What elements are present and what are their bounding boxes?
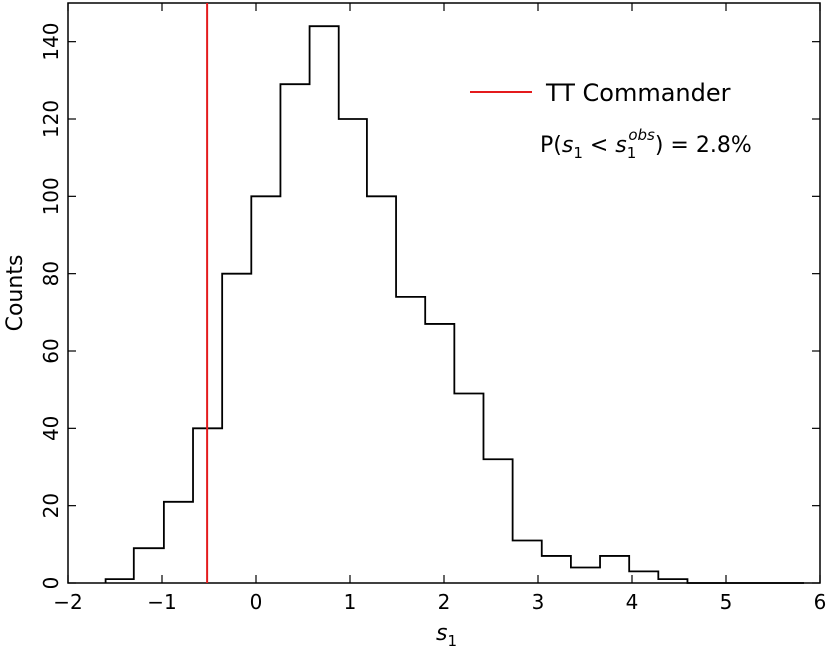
legend-label: TT Commander [545, 79, 731, 107]
x-axis-title: s1 [436, 621, 457, 650]
x-tick-label: 3 [532, 590, 545, 614]
x-tick-label: 1 [344, 590, 357, 614]
x-tick-label: 0 [250, 590, 263, 614]
axis-ticks [67, 3, 821, 584]
annot-suffix: ) = 2.8% [655, 133, 752, 158]
x-tick-label: 2 [438, 590, 451, 614]
x-axis-title-sub: 1 [447, 632, 457, 650]
annot-lt: < [583, 133, 615, 158]
histogram-step-line [104, 25, 805, 584]
annot-s-var: s [562, 133, 573, 158]
x-axis-title-var: s [436, 621, 447, 646]
x-tick-label: −2 [53, 590, 82, 614]
y-tick-label: 140 [39, 23, 63, 61]
probability-annotation: P(s1 < s1obs) = 2.8% [540, 126, 752, 162]
legend: TT Commander [470, 79, 731, 107]
annot-sup: obs [628, 126, 655, 144]
y-tick-label: 0 [39, 577, 63, 590]
x-tick-label: 5 [720, 590, 733, 614]
y-tick-label: 100 [39, 177, 63, 215]
x-tick-label: −1 [147, 590, 176, 614]
x-tick-label: 4 [626, 590, 639, 614]
y-tick-label: 60 [39, 338, 63, 363]
y-tick-label: 80 [39, 261, 63, 286]
y-tick-label: 40 [39, 416, 63, 441]
y-tick-label: 120 [39, 100, 63, 138]
y-axis-title: Counts [3, 255, 28, 332]
annot-prefix: P( [540, 133, 562, 158]
annot-s-var-2: s [615, 133, 626, 158]
y-tick-label: 20 [39, 493, 63, 518]
annot-sub1-2: 1 [627, 144, 637, 162]
x-tick-label: 6 [814, 590, 827, 614]
annot-sub1: 1 [573, 144, 583, 162]
